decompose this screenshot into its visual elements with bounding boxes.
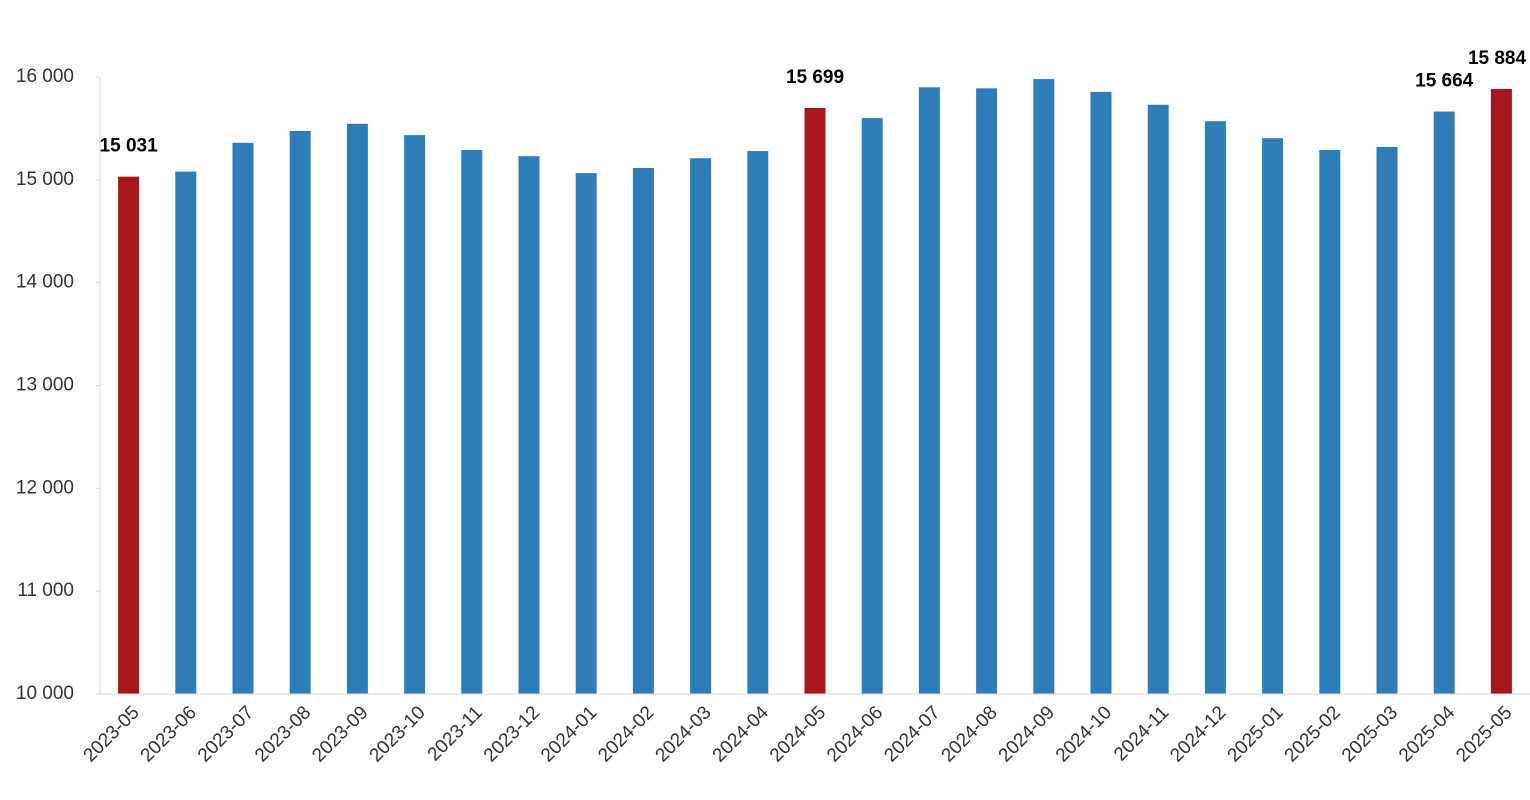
x-tick-label: 2024-02 [594,702,658,766]
bar [1262,138,1284,694]
bar [1376,146,1398,695]
x-tick-label: 2023-10 [366,702,430,766]
x-tick-label: 2024-03 [652,702,716,766]
bar [632,168,654,694]
data-label: 15 031 [100,136,159,157]
x-tick-label: 2024-01 [537,702,601,766]
bar [976,88,998,695]
bar [690,158,712,694]
x-tick-label: 2024-08 [938,702,1002,766]
bar [1147,104,1169,694]
bar [1033,79,1055,695]
x-tick-label: 2024-10 [1052,702,1116,766]
x-tick-label: 2024-11 [1110,702,1173,765]
y-tick-label: 12 000 [16,477,74,498]
bar [518,156,540,695]
x-tick-label: 2024-05 [766,702,830,766]
x-tick-label: 2025-04 [1395,702,1459,766]
bar [404,135,426,694]
y-tick-label: 13 000 [16,375,74,396]
bar [1204,121,1226,695]
bar [461,150,483,695]
x-tick-label: 2023-09 [308,702,372,766]
bar [918,87,940,695]
x-tick-label: 2025-02 [1281,702,1345,766]
x-tick-label: 2024-12 [1166,702,1230,766]
y-tick-label: 11 000 [17,580,74,601]
x-tick-label: 2023-06 [137,702,201,766]
y-tick-label: 10 000 [16,683,74,704]
x-tick-label: 2025-01 [1224,702,1288,766]
bar [575,173,597,694]
y-tick-label: 14 000 [16,272,74,293]
x-tick-label: 2024-07 [880,702,944,766]
x-tick-label: 2023-05 [80,702,144,766]
bar [861,118,883,695]
x-tick-label: 2025-03 [1338,702,1402,766]
x-tick-label: 2024-09 [995,702,1059,766]
bar [1433,111,1455,694]
data-label: 15 699 [786,67,844,88]
x-tick-label: 2025-05 [1452,702,1516,766]
data-label: 15 664 [1415,71,1474,92]
y-tick-label: 16 000 [16,66,74,87]
data-label: 15 884 [1468,48,1527,69]
x-tick-label: 2024-06 [823,702,887,766]
bar [289,130,311,695]
bar [118,176,140,694]
x-tick-label: 2023-11 [424,702,487,765]
x-tick-label: 2023-07 [194,702,258,766]
bar [804,107,826,695]
bar [1319,150,1341,695]
bar [1090,91,1112,695]
bar [1490,88,1512,695]
bar [232,142,254,694]
y-tick-label: 15 000 [16,169,74,190]
x-tick-label: 2023-12 [480,702,544,766]
bar [175,171,197,694]
bar [346,123,368,694]
x-tick-label: 2024-04 [709,702,773,766]
x-tick-label: 2023-08 [251,702,315,766]
bar [747,151,769,695]
